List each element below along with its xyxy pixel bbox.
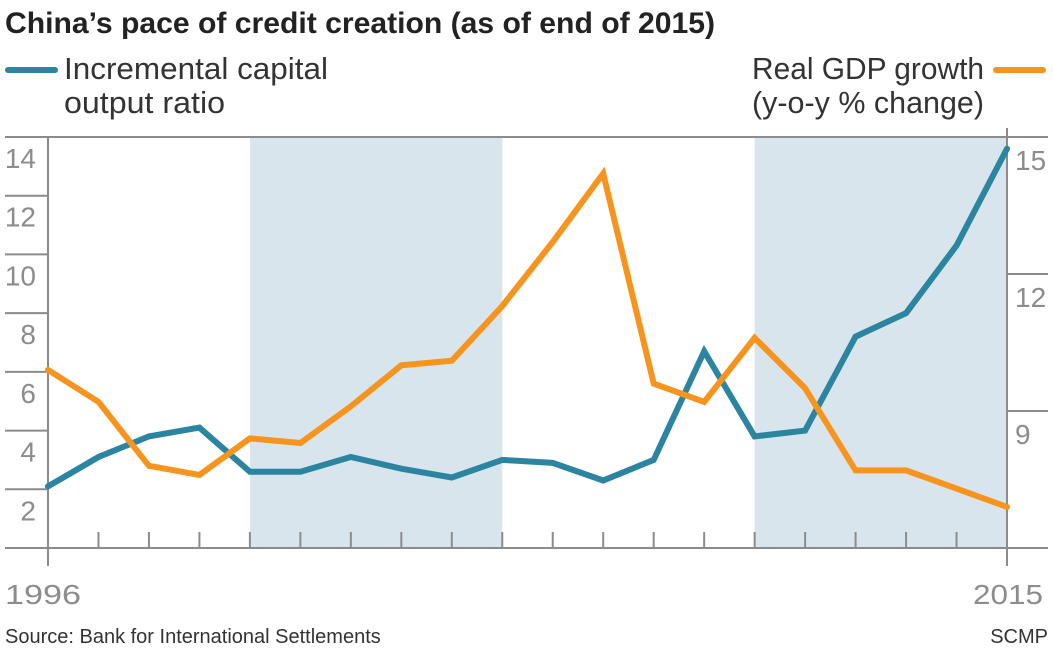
x-tick-label-start: 1996 xyxy=(5,579,81,610)
credit: SCMP xyxy=(990,626,1048,648)
legend-right-line1: Real GDP growth xyxy=(752,51,984,86)
chart-title: China’s pace of credit creation (as of e… xyxy=(5,7,715,40)
left-y-tick-label: 8 xyxy=(20,319,36,350)
right-y-tick-label: 9 xyxy=(1015,419,1031,450)
shaded-band xyxy=(754,137,1007,548)
series-lines xyxy=(45,145,1010,510)
right-y-tick-label: 12 xyxy=(1015,282,1046,313)
left-y-tick-label: 12 xyxy=(5,202,36,233)
left-y-tick-label: 4 xyxy=(20,437,36,468)
left-y-tick-label: 14 xyxy=(5,143,36,174)
shaded-periods xyxy=(249,137,1007,548)
shaded-band xyxy=(249,137,503,548)
series-line-gdp-growth xyxy=(45,166,1010,510)
left-y-tick-label: 10 xyxy=(5,260,36,291)
legend-left-line2: output ratio xyxy=(64,85,225,120)
right-y-tick-label: 15 xyxy=(1015,145,1046,176)
series-line-icor xyxy=(45,145,1010,490)
x-tick-label-end: 2015 xyxy=(973,579,1043,610)
legend-right-line2: (y-o-y % change) xyxy=(752,85,984,120)
axes: 2 4 6 8 10 12 14 9 12 15 xyxy=(5,128,1048,566)
left-y-tick-label: 2 xyxy=(20,495,36,526)
legend-left-line1: Incremental capital xyxy=(64,51,328,86)
left-y-tick-label: 6 xyxy=(20,378,36,409)
source-note: Source: Bank for International Settlemen… xyxy=(5,626,381,648)
